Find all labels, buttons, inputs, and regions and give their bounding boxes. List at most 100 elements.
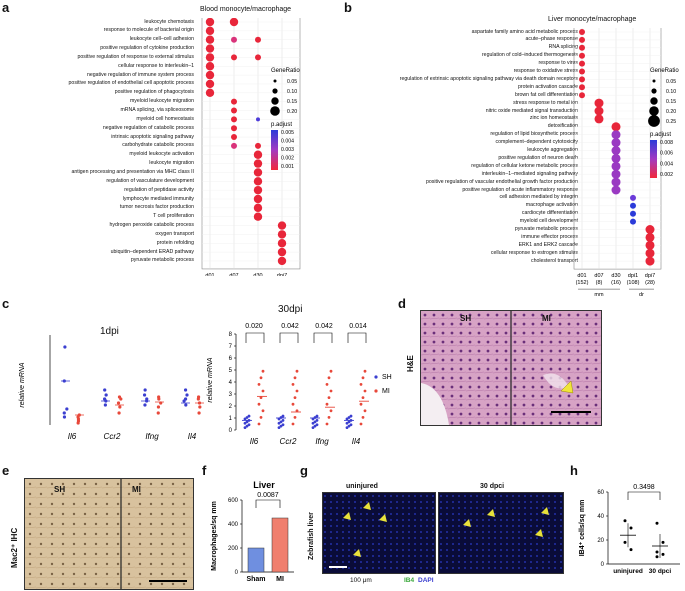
panel-g-letter: g	[300, 463, 308, 478]
b-dot	[630, 203, 636, 209]
a-col-label: d30	[253, 273, 262, 276]
a-term-label: cellular response to interleukin–1	[118, 64, 194, 69]
b-col-label: d30	[611, 273, 620, 279]
panel-g-right-label: 30 dpci	[480, 483, 504, 490]
b-col-count: (16)	[611, 280, 621, 286]
c-left-sh-point	[185, 393, 188, 396]
c-right-mi-point	[292, 423, 295, 426]
f-significance-bracket	[256, 500, 280, 508]
a-col-label: d07	[229, 273, 238, 276]
c-left-gene-label: Ccr2	[104, 432, 121, 441]
a-dot	[254, 204, 262, 212]
f-bar	[248, 548, 264, 572]
c-right-gene-label: Ifng	[315, 437, 329, 446]
b-legend-size-label: 0.15	[666, 99, 676, 105]
b-legend-size-dot	[648, 115, 660, 127]
panel-a-title: Blood monocyte/macrophage	[200, 6, 291, 13]
a-legend-color-label: 0.002	[281, 156, 294, 162]
b-dot	[579, 37, 585, 43]
c-pvalue-label-extra: 0.042	[350, 316, 366, 322]
c-legend-mi-dot	[374, 389, 377, 392]
b-dot	[579, 76, 585, 82]
b-dot	[612, 170, 621, 179]
c-right-mi-point	[360, 403, 363, 406]
a-term-label: leukocyte cell–cell adhesion	[130, 37, 194, 42]
panel-f-bar-chart: Liver0200400600Macrophages/sq mmSham MI0.…	[208, 476, 298, 591]
a-dot	[231, 125, 237, 131]
a-term-label: leukocyte migration	[149, 161, 194, 166]
panel-g-stain-dapi: DAPI	[418, 577, 434, 584]
h-point	[624, 519, 627, 522]
c-pvalue-label: 0.042	[281, 323, 299, 330]
b-term-label: positive regulation of vascular endothel…	[426, 180, 578, 185]
b-dot	[579, 53, 585, 59]
c-right-mi-point	[294, 376, 297, 379]
f-ylabel: Macrophages/sq mm	[211, 501, 218, 571]
a-dot	[278, 248, 286, 256]
a-term-label: intrinsic apoptotic signaling pathway	[111, 135, 194, 140]
c-right-sh-point	[282, 423, 285, 426]
c-right-mi-point	[364, 390, 367, 393]
h-point	[656, 551, 659, 554]
b-col-label: dpi1	[628, 273, 638, 279]
a-legend-color-label: 0.004	[281, 139, 294, 145]
c-pvalue-label: 0.014	[349, 323, 367, 330]
b-dot	[579, 61, 585, 67]
a-dot	[254, 186, 262, 194]
b-term-label: interleukin–1–mediated signaling pathway	[482, 172, 578, 177]
a-legend-color-title: p.adjust	[271, 122, 292, 128]
b-dot	[579, 84, 585, 90]
b-term-label: regulation of lipid biosynthetic process	[490, 132, 578, 137]
c-right-mi-point	[296, 370, 299, 373]
b-term-label: ERK1 and ERK2 cascade	[519, 243, 578, 248]
c-left-mi-point	[118, 405, 121, 408]
b-dot	[646, 249, 655, 258]
a-legend-size-label: 0.05	[287, 79, 297, 85]
a-term-label: positive regulation of response to exter…	[78, 55, 195, 60]
panel-e-ihc-image	[24, 478, 194, 590]
a-dot	[206, 89, 214, 97]
c-right-mi-point	[260, 376, 263, 379]
a-dot	[278, 239, 286, 247]
a-dot	[230, 18, 238, 26]
b-legend-color-label: 0.004	[660, 161, 673, 167]
a-legend-size-dot	[270, 106, 280, 116]
a-term-label: protein refolding	[157, 241, 194, 246]
c-right-ytick-label: 1	[229, 416, 233, 422]
c-legend-sh-dot	[374, 375, 377, 378]
a-legend-size-dot	[274, 80, 277, 83]
c-right-mi-point	[292, 383, 295, 386]
b-dot	[612, 122, 621, 131]
b-col-count: (108)	[627, 280, 640, 286]
b-dot	[579, 29, 585, 35]
b-dot	[579, 69, 585, 75]
b-dot	[579, 45, 585, 51]
f-category-label: Sham	[246, 576, 265, 583]
b-term-label: protein activation cascade	[518, 85, 578, 90]
c-right-mi-point	[296, 390, 299, 393]
c-right-gene-label: Il4	[352, 437, 361, 446]
a-dot	[256, 117, 260, 121]
b-term-label: regulation of cellular ketone metabolic …	[471, 164, 578, 169]
c-left-sh-point	[144, 388, 147, 391]
b-term-label: complement–dependent cytotoxicity	[496, 140, 578, 145]
c-right-gene-label: Ccr2	[280, 437, 297, 446]
a-term-label: leukocyte chemotaxis	[144, 20, 194, 25]
c-legend-mi-label: MI	[382, 388, 390, 395]
panel-g-right-texture	[439, 493, 563, 573]
c-left-mi-point	[157, 411, 160, 414]
c-significance-bracket	[280, 333, 298, 343]
h-ytick-label: 20	[597, 538, 604, 544]
c-left-sh-point	[63, 345, 66, 348]
a-dot	[255, 54, 261, 60]
a-term-label: lymphocyte mediated immunity	[123, 197, 194, 202]
b-term-label: myeloid cell development	[520, 219, 578, 224]
c-right-mi-point	[294, 396, 297, 399]
b-legend-size-dot	[653, 80, 656, 83]
a-dot	[255, 37, 261, 43]
a-term-label: antigen processing and presentation via …	[71, 170, 194, 175]
a-term-label: tumor necrosis factor production	[120, 205, 194, 210]
a-legend-size-dot	[271, 97, 278, 104]
a-dot	[231, 143, 237, 149]
b-term-label: macrophage activation	[526, 203, 578, 208]
